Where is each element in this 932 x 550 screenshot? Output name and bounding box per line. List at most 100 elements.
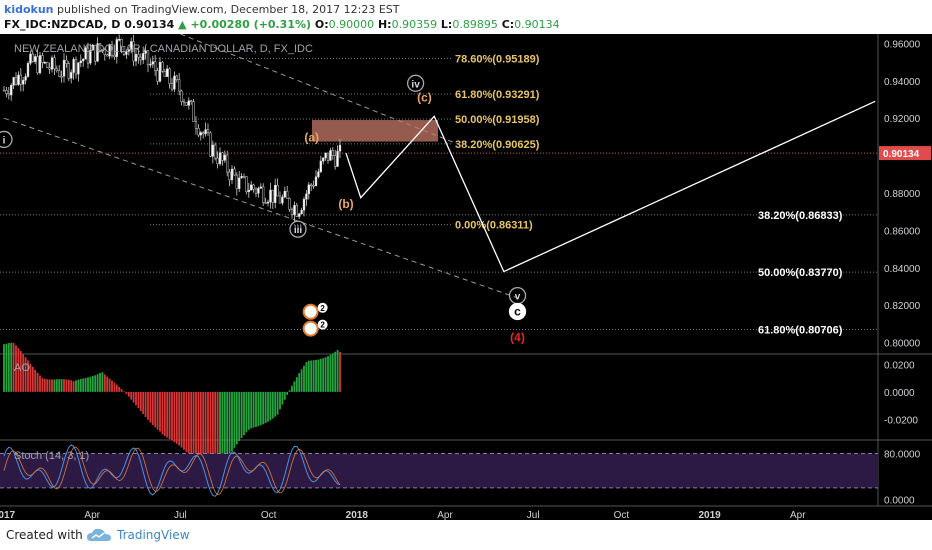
wave-label: c: [514, 305, 521, 319]
fib-upper-label: 78.60%(0.95189): [455, 54, 540, 66]
time-tick-label: Jul: [527, 510, 540, 520]
last-price-marker: [879, 146, 931, 161]
candle-body: [134, 54, 138, 62]
chart-svg[interactable]: 78.60%(0.95189) 61.80%(0.93291) 50.00%(0.9…: [0, 33, 932, 521]
high-value: 0.90359: [391, 18, 438, 31]
stoch-layer: [0, 444, 878, 497]
candle-body: [259, 186, 262, 189]
price-tick-label: 0.96000: [884, 39, 921, 50]
ao-bar: [53, 379, 56, 392]
ao-bar: [211, 391, 214, 469]
tradingview-link[interactable]: TradingView: [117, 528, 190, 542]
candle-body: [91, 44, 94, 51]
ao-tick-label: 0.0200: [884, 360, 915, 371]
ao-bar: [276, 391, 279, 415]
ao-bar: [55, 379, 58, 392]
ao-tick-label: -0.0200: [884, 415, 918, 426]
time-tick-label: Apr: [790, 510, 806, 520]
fib-lower-label: 38.20%(0.86833): [758, 210, 843, 222]
last-price-label: 0.90134: [883, 149, 920, 160]
ao-bar: [327, 356, 329, 392]
ao-bar: [99, 372, 101, 392]
price-tick-label: 0.92000: [884, 114, 921, 125]
ao-bar: [130, 391, 133, 400]
ao-bar: [221, 391, 224, 467]
candle-body: [218, 152, 222, 165]
ao-bar: [307, 360, 310, 392]
ao-bar: [84, 377, 87, 392]
wave-label: iii: [294, 225, 303, 236]
ao-bar: [223, 391, 226, 463]
ao-bar: [111, 380, 113, 392]
ao-title: AO: [14, 362, 30, 374]
projection-layer: [345, 100, 876, 273]
ao-bar: [161, 391, 164, 435]
candle-body: [264, 202, 267, 204]
ao-bar: [31, 366, 34, 392]
ao-bar: [3, 344, 5, 392]
stoch-band-fill: [0, 453, 878, 488]
wave-label-circle: [0, 130, 13, 149]
ao-bar: [305, 362, 308, 392]
time-tick-label: Apr: [437, 510, 453, 520]
candle-body: [72, 58, 75, 73]
ao-bar: [43, 378, 46, 392]
ao-bar: [27, 360, 29, 392]
ao-bar: [151, 391, 154, 426]
ao-bar: [163, 391, 166, 437]
upper-channel-line: [180, 33, 459, 145]
ao-bar: [60, 379, 63, 392]
candle-body: [96, 43, 99, 62]
ao-bar: [195, 391, 197, 460]
candle-body: [50, 57, 54, 70]
ao-bar: [125, 391, 128, 394]
price-tick-label: 0.94000: [884, 77, 921, 88]
candle-body: [58, 70, 61, 77]
candle-body: [34, 56, 37, 62]
candle-body: [103, 49, 106, 56]
candle-body: [233, 168, 236, 176]
ao-bar: [317, 359, 320, 392]
candle-body: [305, 193, 308, 200]
symbol-ohlc-line: FX_IDC:NZDCAD, D 0.90134 ▲ +0.00280 (+0.…: [4, 18, 560, 31]
ao-bar: [319, 358, 322, 392]
candle-body: [77, 62, 80, 75]
ao-bar: [159, 391, 161, 432]
candle-body: [300, 209, 303, 215]
ao-tick-label: 0.0000: [884, 388, 915, 399]
fib-upper-label: 50.00%(0.91958): [455, 114, 540, 126]
ao-bar: [293, 381, 296, 392]
stoch-tick-label: 80.0000: [884, 449, 921, 460]
chart-area[interactable]: 78.60%(0.95189) 61.80%(0.93291) 50.00%(0.9…: [0, 33, 932, 521]
event-count-badge: [317, 302, 328, 313]
price-axis-bg: [878, 34, 932, 520]
ao-bar: [91, 376, 94, 392]
ao-bar: [336, 350, 339, 392]
fib-upper-label: 0.00%(0.86311): [455, 220, 533, 232]
ao-bar: [135, 391, 137, 406]
ao-bar: [180, 391, 183, 448]
candle-body: [29, 53, 32, 64]
ao-bar: [24, 357, 27, 392]
ao-bar: [197, 391, 200, 462]
ao-bar: [67, 379, 70, 392]
ao-bar: [106, 376, 109, 392]
candle-body: [79, 60, 82, 64]
candle-body: [19, 74, 22, 85]
ao-layer: [3, 342, 341, 471]
candle-body: [254, 188, 258, 194]
candle-body: [146, 50, 150, 66]
event-flag-icon: [302, 303, 319, 320]
ao-bar: [87, 377, 89, 392]
ao-bar: [214, 391, 217, 470]
ao-bar: [51, 379, 53, 392]
ao-bar: [101, 372, 104, 392]
ao-bar: [252, 391, 255, 428]
main-chart-title: NEW ZEALAND DOLLAR / CANADIAN DOLLAR, D,…: [14, 43, 313, 55]
candle-body: [216, 157, 219, 165]
candle-body: [286, 190, 289, 199]
candle-body: [194, 121, 198, 129]
price-tick-label: 0.82000: [884, 301, 921, 312]
author-link[interactable]: kidokun: [4, 3, 54, 16]
ao-bar: [298, 373, 301, 392]
